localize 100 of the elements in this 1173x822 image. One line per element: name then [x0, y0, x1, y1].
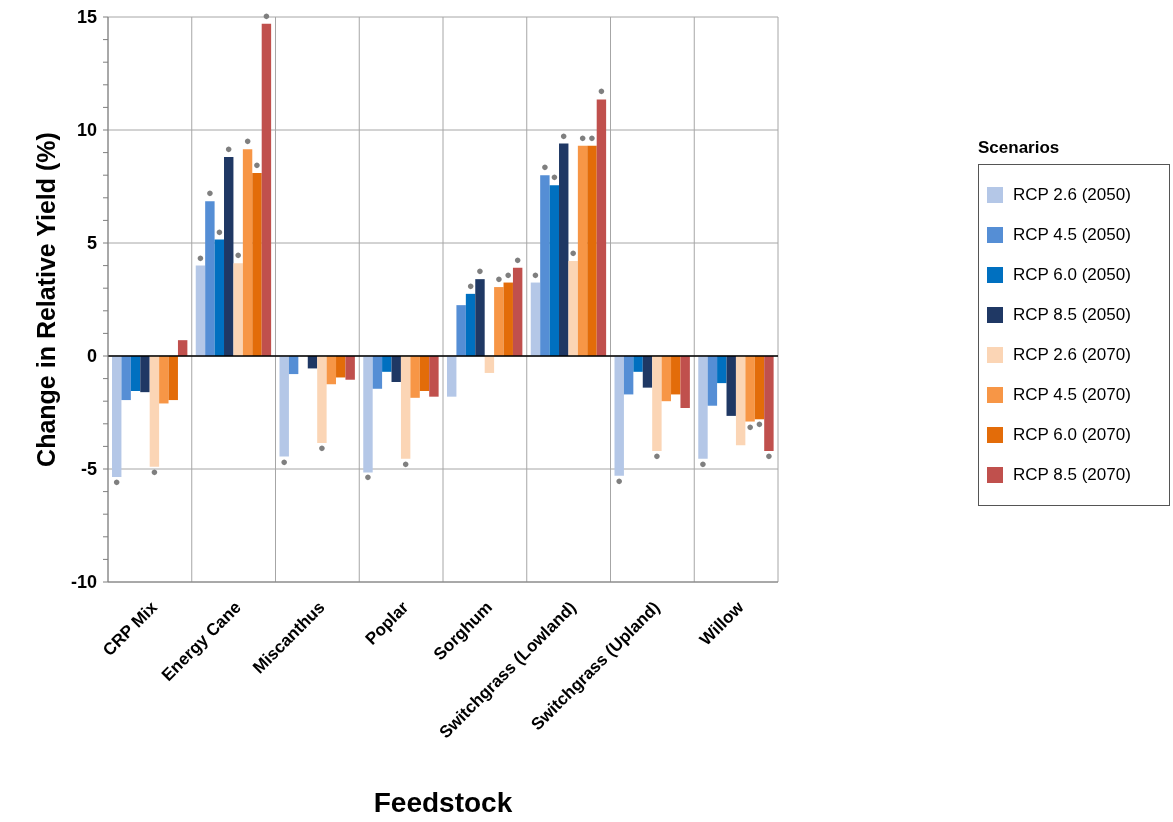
bar [726, 356, 736, 416]
data-label: ● [317, 440, 326, 456]
bar [242, 149, 253, 356]
bar [261, 23, 272, 356]
data-label: ● [466, 277, 475, 293]
data-label: ● [112, 473, 121, 489]
data-label: ● [234, 247, 243, 263]
y-tick-label: -5 [80, 459, 97, 480]
bar [400, 356, 411, 459]
data-label: ● [578, 129, 587, 145]
bar [130, 356, 141, 392]
bar [391, 356, 401, 382]
data-label: ● [550, 169, 559, 185]
bar [549, 185, 560, 356]
bar [159, 356, 169, 404]
data-label: ● [746, 418, 754, 434]
y-tick-label: 0 [86, 346, 97, 367]
bar [345, 356, 355, 380]
bar [456, 305, 466, 356]
bar [224, 157, 234, 356]
bar [652, 356, 662, 451]
legend-label: RCP 4.5 (2050) [1013, 225, 1131, 245]
data-label: ● [559, 127, 568, 143]
bar [465, 293, 476, 356]
bar [317, 356, 327, 444]
data-label: ● [150, 463, 159, 479]
bar [233, 263, 243, 356]
bar [680, 356, 690, 408]
bar [642, 356, 653, 388]
data-label: ● [652, 447, 661, 463]
legend-label: RCP 6.0 (2070) [1013, 425, 1131, 445]
bar [764, 356, 774, 451]
data-label: ● [280, 453, 289, 469]
y-tick-label: 5 [86, 233, 97, 254]
bar [168, 356, 178, 401]
data-label: ● [243, 133, 252, 149]
bar [707, 356, 718, 406]
bar [205, 201, 215, 356]
bar [112, 356, 122, 477]
bar [288, 356, 299, 375]
bar [735, 356, 746, 446]
bar [503, 282, 513, 356]
bar [698, 356, 708, 459]
data-label: ● [764, 447, 773, 463]
bar [484, 356, 495, 373]
data-label: ● [364, 469, 372, 485]
data-label: ● [494, 271, 503, 287]
data-label: ● [699, 455, 707, 471]
bar [568, 261, 578, 356]
bar [540, 175, 550, 356]
legend-label: RCP 8.5 (2050) [1013, 305, 1131, 325]
legend-label: RCP 4.5 (2070) [1013, 385, 1131, 405]
legend-label: RCP 2.6 (2070) [1013, 345, 1131, 365]
bar [559, 143, 569, 356]
bar [372, 356, 383, 389]
bar [661, 356, 672, 402]
bar [671, 356, 681, 395]
bar [587, 145, 597, 356]
data-label: ● [531, 266, 540, 282]
bar [382, 356, 392, 372]
bar [177, 340, 188, 356]
data-label: ● [215, 223, 224, 239]
bar [512, 267, 523, 356]
data-label: ● [205, 185, 214, 201]
data-label: ● [262, 7, 271, 23]
bar [745, 356, 755, 422]
bar [447, 356, 457, 397]
y-tick-label: -10 [70, 572, 97, 593]
y-tick-label: 15 [76, 7, 97, 28]
bar [195, 265, 206, 356]
bar [494, 287, 504, 356]
bar [363, 356, 373, 473]
legend-title: Scenarios [978, 138, 1061, 158]
legend-label: RCP 6.0 (2050) [1013, 265, 1131, 285]
x-axis-title: Feedstock [373, 787, 513, 818]
bar [279, 356, 289, 457]
data-label: ● [540, 159, 549, 175]
y-axis-title: Change in Relative Yield (%) [31, 132, 60, 467]
data-label: ● [476, 263, 484, 279]
bar [633, 356, 643, 372]
y-tick-label: 10 [76, 120, 97, 141]
data-label: ● [196, 249, 205, 265]
bar [410, 356, 420, 398]
data-label: ● [401, 455, 410, 471]
bar [121, 356, 131, 401]
legend-label: RCP 8.5 (2070) [1013, 465, 1131, 485]
data-label: ● [755, 416, 764, 432]
data-label: ● [253, 156, 261, 172]
data-label: ● [513, 251, 522, 267]
data-label: ● [504, 266, 513, 282]
bar [475, 279, 485, 356]
data-label: ● [224, 141, 233, 157]
bar [419, 356, 430, 392]
data-label: ● [569, 245, 578, 261]
bar [577, 145, 588, 356]
bar [252, 172, 262, 356]
bar [614, 356, 624, 476]
bar [530, 282, 541, 356]
data-label: ● [588, 129, 596, 145]
bar [754, 356, 765, 420]
